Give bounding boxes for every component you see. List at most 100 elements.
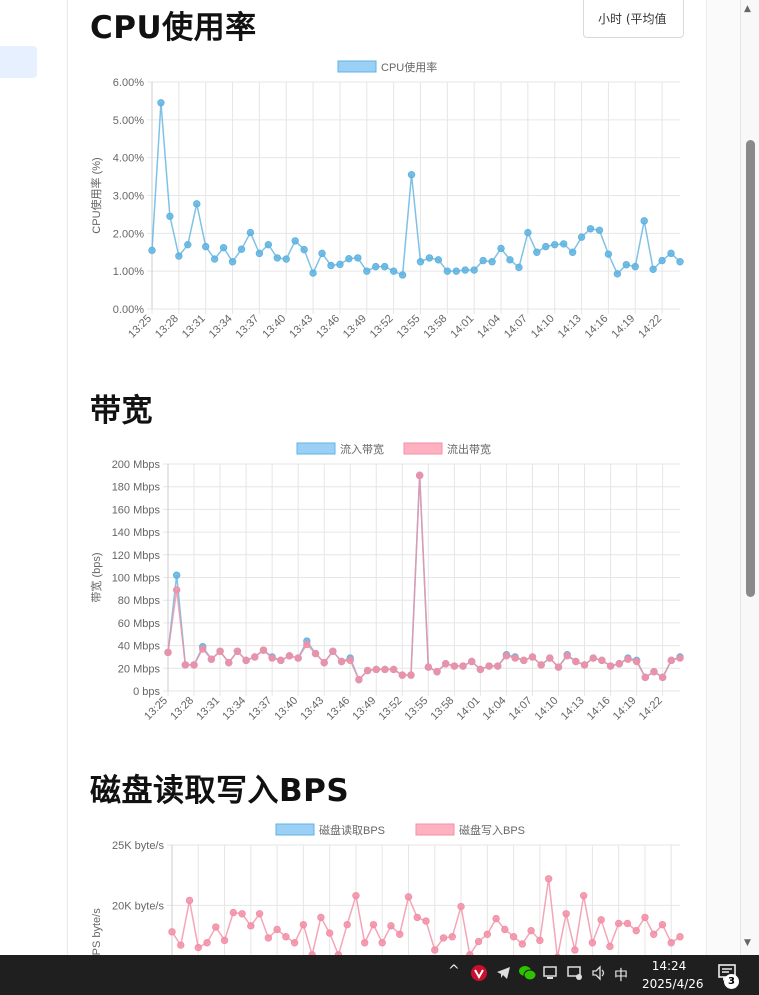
data-point [318, 249, 326, 258]
data-point [624, 655, 632, 663]
x-tick-label: 13:49 [341, 313, 369, 341]
data-point [614, 919, 623, 928]
device-tray-icon[interactable] [567, 965, 584, 985]
y-axis-label: BPS byte/s [91, 908, 103, 955]
data-point [219, 244, 228, 252]
y-tick-label: 0 bps [133, 686, 160, 698]
data-point [494, 662, 502, 670]
x-tick-label: 14:13 [556, 313, 584, 341]
scroll-up-icon[interactable]: ▲ [744, 4, 751, 14]
y-tick-label: 25K byte/s [112, 840, 164, 852]
notification-count-badge: 3 [724, 974, 739, 989]
data-point [228, 258, 237, 266]
data-point [476, 665, 485, 674]
data-point [233, 647, 242, 655]
data-point [658, 673, 667, 682]
data-point [337, 657, 346, 666]
x-tick-label: 13:34 [207, 313, 235, 341]
data-point [201, 242, 210, 251]
data-point [501, 925, 509, 934]
taskbar-clock[interactable]: 14:24 2025/4/26 [642, 957, 704, 993]
data-point [441, 660, 450, 668]
legend-swatch [296, 442, 336, 455]
data-point [378, 939, 386, 947]
data-point [422, 917, 430, 925]
data-point [588, 939, 597, 947]
x-tick-label: 13:25 [142, 695, 170, 723]
data-point [667, 939, 675, 947]
vivaldi-tray-icon[interactable] [470, 964, 488, 986]
data-point [586, 225, 595, 233]
data-point [641, 673, 649, 682]
data-point [606, 662, 615, 670]
data-point [343, 920, 351, 929]
disk-section-title: 磁盘读取写入BPS [90, 773, 350, 809]
data-point [518, 940, 527, 948]
data-point [443, 267, 452, 275]
scroll-down-icon[interactable]: ▼ [744, 938, 751, 948]
data-point [658, 920, 667, 929]
x-tick-label: 14:07 [502, 313, 530, 341]
y-tick-label: 120 Mbps [112, 550, 161, 562]
data-point [457, 902, 465, 911]
x-tick-label: 13:31 [180, 313, 208, 341]
y-tick-label: 1.00% [113, 266, 144, 278]
data-point [509, 933, 518, 941]
windows-taskbar: ^ 中 14:24 2025/4/26 3 [0, 955, 759, 995]
sidebar-active-item[interactable] [0, 46, 37, 78]
y-tick-label: 5.00% [113, 115, 144, 127]
y-tick-label: 4.00% [113, 153, 144, 165]
data-point [676, 258, 684, 266]
data-point [238, 910, 246, 918]
y-tick-label: 20 Mbps [118, 663, 161, 675]
data-point [439, 934, 448, 942]
data-point [551, 240, 559, 249]
data-point [528, 653, 537, 661]
data-point [334, 951, 343, 955]
data-point [329, 647, 337, 655]
y-tick-label: 0.00% [113, 304, 144, 316]
data-point [181, 661, 190, 669]
ime-indicator[interactable]: 中 [614, 968, 628, 984]
legend-swatch [275, 823, 315, 836]
data-point [396, 930, 404, 938]
data-point [203, 939, 211, 947]
data-point [483, 930, 492, 938]
data-point [604, 250, 613, 258]
data-point [641, 913, 649, 922]
y-tick-label: 20K byte/s [112, 900, 164, 912]
data-point [336, 260, 344, 269]
scrollbar-thumb[interactable] [746, 140, 755, 597]
data-point [520, 656, 528, 665]
network-icon[interactable] [543, 965, 560, 985]
x-tick-label: 14:04 [481, 695, 509, 723]
data-point [300, 245, 308, 254]
data-point [631, 262, 639, 271]
data-point [398, 271, 407, 279]
data-point [613, 270, 622, 278]
legend-label: CPU使用率 [381, 60, 437, 74]
data-point [424, 663, 433, 671]
data-point [407, 671, 415, 679]
data-point [389, 665, 398, 674]
data-point [299, 920, 308, 929]
data-point [404, 893, 413, 901]
data-point [407, 170, 416, 179]
telegram-tray-icon[interactable] [495, 964, 512, 985]
data-point [255, 249, 264, 258]
chevron-up-icon[interactable]: ^ [448, 963, 460, 979]
data-point [363, 267, 371, 275]
data-point [597, 916, 605, 924]
data-point [562, 910, 570, 918]
x-tick-label: 13:37 [234, 313, 262, 341]
interval-select[interactable]: 小时 (平均值 [583, 0, 684, 38]
volume-icon[interactable] [591, 965, 608, 985]
wechat-tray-icon[interactable] [518, 964, 537, 986]
data-point [466, 951, 474, 955]
data-point [546, 654, 554, 662]
data-point [448, 933, 456, 941]
x-tick-label: 13:46 [324, 695, 352, 723]
legend-label: 磁盘写入BPS [459, 823, 525, 837]
data-point [461, 266, 469, 274]
